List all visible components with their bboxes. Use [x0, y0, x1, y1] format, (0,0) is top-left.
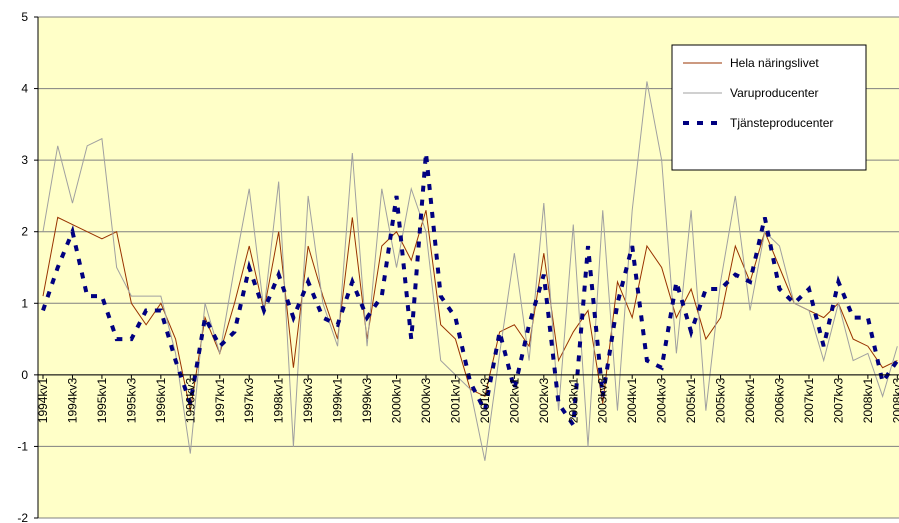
- x-tick-label: 1996kv3: [183, 378, 197, 424]
- x-tick-label: 2004kv3: [655, 378, 669, 424]
- y-tick-label: 1: [21, 296, 28, 310]
- y-tick-label: 0: [21, 368, 28, 382]
- x-tick-label: 2002kv1: [507, 378, 521, 424]
- x-tick-label: 2008kv3: [890, 378, 899, 424]
- x-tick-label: 1997kv3: [242, 378, 256, 424]
- legend-box: [671, 44, 867, 171]
- x-tick-label: 1994kv3: [65, 378, 79, 424]
- y-tick-label: -1: [17, 439, 28, 453]
- x-tick-label: 1998kv1: [272, 378, 286, 424]
- x-tick-label: 1995kv3: [124, 378, 138, 424]
- x-tick-label: 2003kv1: [566, 378, 580, 424]
- x-tick-label: 2007kv1: [802, 378, 816, 424]
- x-tick-label: 1997kv1: [213, 378, 227, 424]
- x-tick-label: 2005kv3: [714, 378, 728, 424]
- y-tick-label: 4: [21, 82, 28, 96]
- y-tick-label: 3: [21, 153, 28, 167]
- x-tick-label: 1995kv1: [95, 378, 109, 424]
- x-tick-label: 1994kv1: [36, 378, 50, 424]
- x-tick-label: 2002kv3: [537, 378, 551, 424]
- y-tick-label: 2: [21, 225, 28, 239]
- y-tick-label: -2: [17, 511, 28, 523]
- x-tick-label: 2001kv3: [478, 378, 492, 424]
- x-tick-label: 1999kv3: [360, 378, 374, 424]
- x-tick-label: 2000kv1: [390, 378, 404, 424]
- x-tick-label: 2006kv1: [743, 378, 757, 424]
- x-tick-label: 1999kv1: [331, 378, 345, 424]
- legend-label: Tjänsteproducenter: [730, 116, 833, 130]
- series-line: [41, 152, 899, 431]
- x-tick-label: 2008kv1: [861, 378, 875, 424]
- series-line: [42, 81, 898, 461]
- x-tick-label: 2007kv3: [831, 378, 845, 424]
- x-tick-label: 1998kv3: [301, 378, 315, 424]
- legend-label: Varuproducenter: [730, 86, 819, 100]
- y-tick-label: 5: [21, 10, 28, 24]
- x-tick-label: 2005kv1: [684, 378, 698, 424]
- x-tick-label: 2004kv1: [625, 378, 639, 424]
- legend-label: Hela näringslivet: [730, 56, 819, 70]
- x-tick-label: 2006kv3: [773, 378, 787, 424]
- x-tick-label: 1996kv1: [154, 378, 168, 424]
- x-tick-label: 2003kv3: [596, 378, 610, 424]
- x-tick-label: 2001kv1: [448, 378, 462, 424]
- x-tick-label: 2000kv3: [419, 378, 433, 424]
